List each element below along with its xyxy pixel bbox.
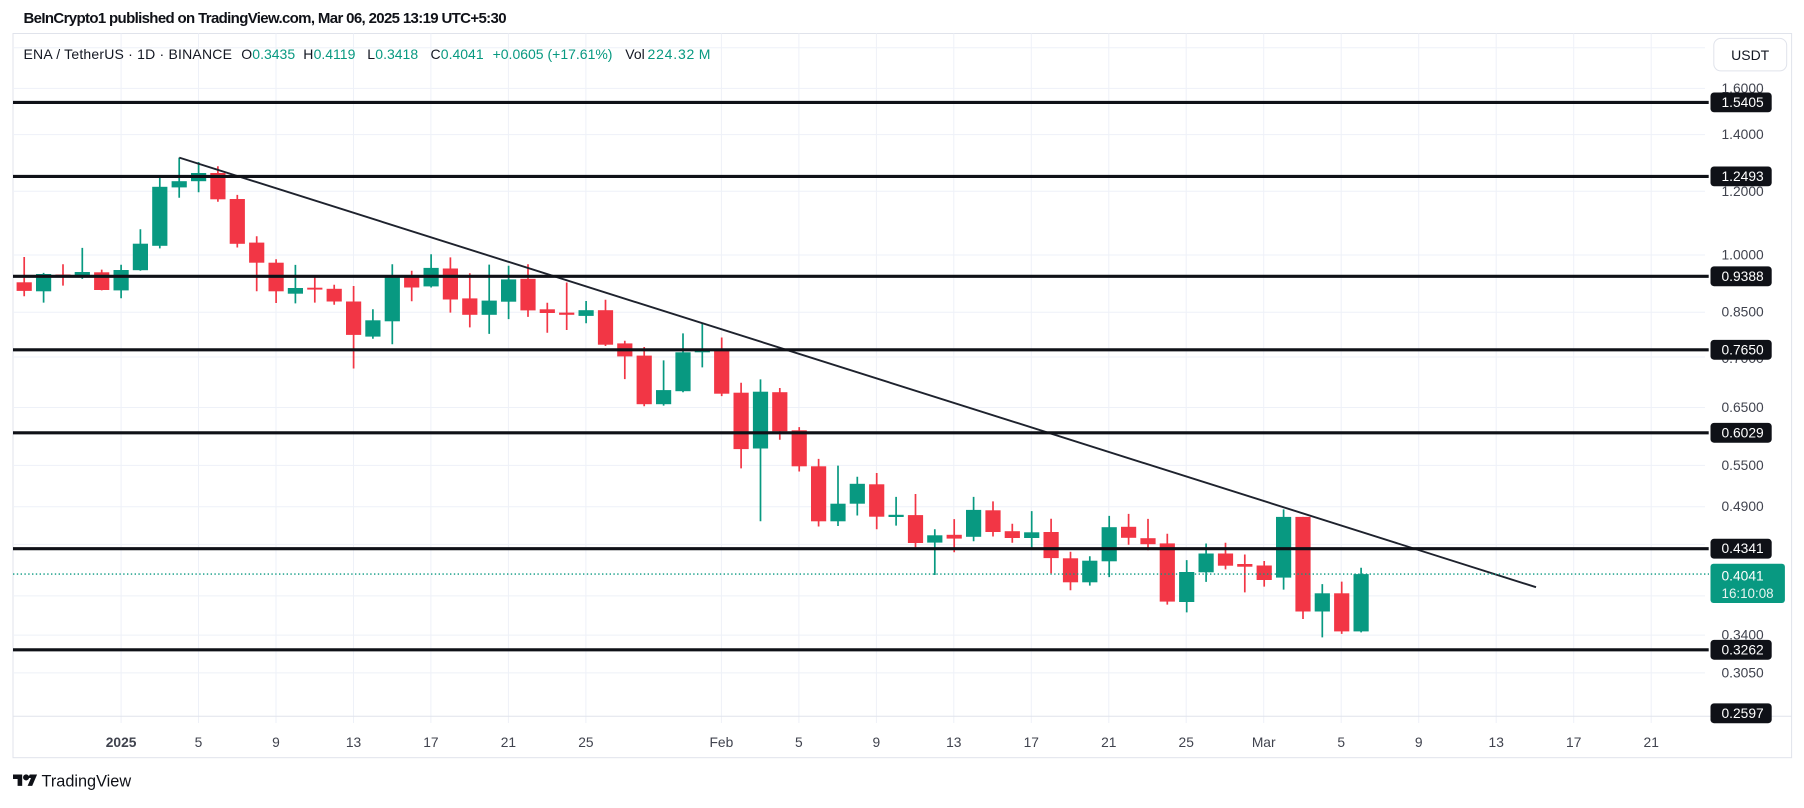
svg-text:17: 17: [423, 735, 438, 750]
svg-text:5: 5: [795, 735, 803, 750]
svg-text:0.3050: 0.3050: [1722, 665, 1765, 680]
svg-text:16:10:08: 16:10:08: [1722, 586, 1774, 601]
svg-text:0.6500: 0.6500: [1722, 400, 1765, 415]
svg-text:21: 21: [1644, 735, 1659, 750]
svg-text:1.2493: 1.2493: [1722, 169, 1765, 184]
svg-text:17: 17: [1566, 735, 1581, 750]
svg-text:1.5405: 1.5405: [1722, 95, 1765, 110]
svg-text:1.2000: 1.2000: [1722, 184, 1765, 199]
svg-text:5: 5: [195, 735, 203, 750]
svg-text:21: 21: [1101, 735, 1116, 750]
svg-text:9: 9: [1415, 735, 1423, 750]
svg-text:0.3400: 0.3400: [1722, 628, 1765, 643]
svg-text:17: 17: [1024, 735, 1039, 750]
svg-text:USDT: USDT: [1731, 47, 1770, 63]
svg-text:0.6029: 0.6029: [1722, 425, 1765, 440]
svg-text:0.2597: 0.2597: [1722, 706, 1764, 721]
svg-text:0.5500: 0.5500: [1722, 458, 1765, 473]
svg-text:0.4041: 0.4041: [1722, 569, 1764, 584]
svg-text:0.9388: 0.9388: [1722, 269, 1765, 284]
svg-text:5: 5: [1337, 735, 1345, 750]
svg-text:0.8500: 0.8500: [1722, 305, 1765, 320]
svg-text:13: 13: [1489, 735, 1505, 750]
svg-text:0.4341: 0.4341: [1722, 541, 1764, 556]
svg-text:Mar: Mar: [1252, 735, 1276, 750]
svg-text:9: 9: [873, 735, 881, 750]
svg-text:13: 13: [946, 735, 962, 750]
svg-text:25: 25: [1179, 735, 1195, 750]
svg-text:1.0000: 1.0000: [1722, 248, 1765, 263]
svg-text:2025: 2025: [106, 735, 137, 750]
svg-text:0.3262: 0.3262: [1722, 642, 1764, 657]
svg-text:1.6000: 1.6000: [1722, 81, 1765, 96]
svg-text:13: 13: [346, 735, 362, 750]
svg-text:0.7650: 0.7650: [1722, 342, 1765, 357]
svg-text:BeInCrypto1 published on Tradi: BeInCrypto1 published on TradingView.com…: [24, 10, 507, 27]
svg-text:0.4900: 0.4900: [1722, 499, 1765, 514]
svg-text:9: 9: [272, 735, 280, 750]
svg-text:21: 21: [501, 735, 516, 750]
svg-text:TradingView: TradingView: [42, 772, 132, 790]
svg-text:Feb: Feb: [710, 735, 734, 750]
svg-text:25: 25: [578, 735, 594, 750]
svg-text:1.4000: 1.4000: [1722, 127, 1765, 142]
